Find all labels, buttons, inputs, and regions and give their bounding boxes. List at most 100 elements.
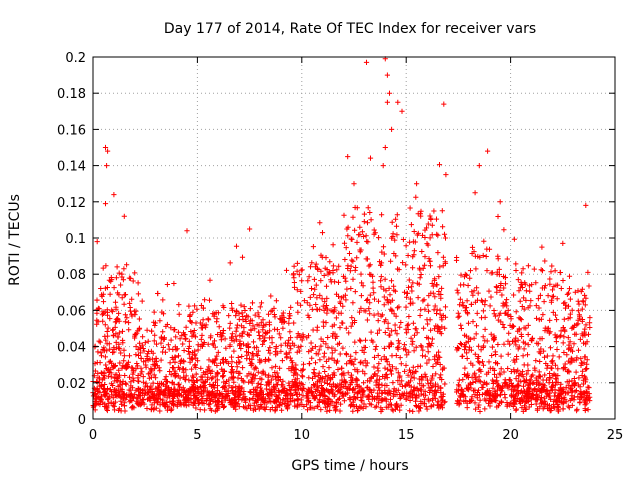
data-point (516, 327, 522, 333)
data-point (350, 276, 356, 282)
data-point (389, 328, 395, 334)
data-point (288, 368, 294, 374)
data-point (254, 384, 260, 390)
data-point (100, 318, 106, 324)
data-point (139, 342, 145, 348)
data-point (420, 347, 426, 353)
data-point (135, 363, 141, 369)
data-point (249, 375, 256, 381)
data-point (434, 307, 440, 313)
data-point (298, 288, 304, 294)
data-point (175, 382, 182, 388)
data-point (388, 258, 394, 264)
data-point (284, 355, 290, 361)
data-point (571, 341, 577, 347)
data-point (271, 311, 277, 318)
data-point (458, 391, 464, 397)
data-point (474, 395, 480, 401)
data-point (378, 284, 384, 290)
data-point (358, 293, 364, 299)
data-point (569, 307, 575, 313)
data-point (206, 402, 212, 408)
data-point (548, 396, 554, 402)
data-point (439, 397, 445, 403)
data-point (409, 391, 416, 397)
data-point (558, 285, 564, 292)
data-point (364, 297, 370, 304)
data-point (405, 284, 412, 290)
data-point (458, 325, 464, 332)
data-point (107, 358, 114, 364)
data-point (169, 379, 175, 385)
data-point (329, 355, 335, 361)
data-point (240, 341, 247, 347)
data-point (567, 386, 573, 392)
data-point (553, 282, 559, 288)
data-point (567, 315, 573, 321)
data-point (93, 399, 99, 405)
data-point (255, 348, 261, 354)
data-point (348, 374, 354, 380)
data-point (495, 213, 501, 220)
data-point (544, 393, 550, 399)
data-point (388, 340, 394, 346)
data-point (238, 345, 244, 352)
data-point (122, 292, 129, 298)
data-point (298, 343, 304, 349)
data-point (349, 315, 355, 321)
data-point (117, 382, 123, 388)
data-point (361, 401, 367, 407)
data-point (406, 313, 412, 320)
data-point (236, 396, 242, 403)
data-point (439, 285, 445, 291)
data-point (118, 350, 124, 356)
data-point (121, 347, 127, 353)
data-point (411, 332, 418, 338)
data-point (160, 297, 166, 303)
data-point (133, 352, 139, 358)
data-point (501, 324, 507, 331)
data-point (265, 390, 271, 396)
data-point (148, 383, 154, 389)
data-point (310, 244, 316, 250)
data-point (411, 348, 417, 354)
data-point (560, 406, 566, 412)
data-point (575, 321, 581, 327)
data-point (458, 341, 465, 348)
data-point (257, 336, 263, 342)
data-point (587, 324, 593, 331)
data-point (305, 278, 311, 284)
data-point (373, 343, 379, 350)
data-point (394, 232, 400, 238)
data-point (568, 345, 574, 351)
data-point (206, 357, 212, 363)
data-point (364, 256, 371, 262)
data-point (286, 380, 292, 386)
data-point (491, 367, 497, 373)
data-point (343, 245, 349, 251)
data-point (350, 300, 356, 306)
data-point (298, 334, 304, 340)
data-point (545, 293, 551, 299)
data-point (293, 380, 299, 386)
data-point (339, 377, 345, 383)
data-point (297, 348, 303, 354)
data-point (246, 332, 252, 338)
data-point (485, 148, 491, 154)
data-point (309, 306, 315, 312)
data-point (285, 393, 291, 399)
data-point (479, 297, 485, 303)
data-point (440, 263, 446, 269)
data-point (313, 386, 319, 392)
data-point (289, 364, 295, 370)
data-point (324, 408, 330, 414)
data-point (321, 323, 327, 329)
data-point (247, 389, 253, 395)
data-point (524, 352, 531, 358)
data-point (429, 222, 435, 228)
data-point (320, 386, 327, 393)
y-tick-labels: 00.020.040.060.080.10.120.140.160.180.2 (57, 51, 86, 428)
data-point (319, 385, 325, 392)
data-point (332, 279, 338, 285)
data-point (126, 374, 133, 380)
